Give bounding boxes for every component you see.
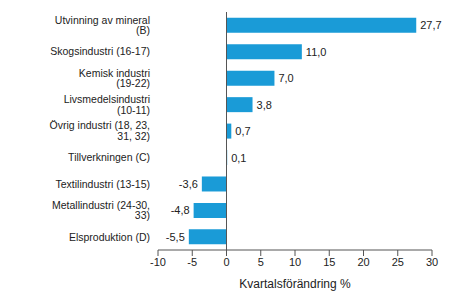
svg-text:-4,8: -4,8 (171, 204, 190, 216)
svg-text:10: 10 (289, 256, 301, 268)
svg-text:3,8: 3,8 (257, 99, 272, 111)
svg-text:-10: -10 (150, 256, 166, 268)
svg-text:Skogsindustri (16-17): Skogsindustri (16-17) (50, 45, 150, 57)
svg-text:Kvartalsförändring %: Kvartalsförändring % (239, 277, 351, 291)
svg-text:5: 5 (258, 256, 264, 268)
svg-text:Elsproduktion (D): Elsproduktion (D) (69, 231, 150, 243)
svg-text:Metallindustri (24-30,33): Metallindustri (24-30,33) (52, 199, 150, 222)
svg-text:Övrig industri (18, 23,31, 32): Övrig industri (18, 23,31, 32) (50, 119, 150, 141)
svg-text:0,7: 0,7 (235, 125, 250, 137)
svg-text:0: 0 (223, 256, 229, 268)
svg-text:30: 30 (426, 256, 438, 268)
svg-text:-3,6: -3,6 (179, 178, 198, 190)
svg-text:11,0: 11,0 (306, 46, 327, 58)
svg-text:-5: -5 (187, 256, 197, 268)
svg-text:Kemisk industri(19-22): Kemisk industri(19-22) (79, 67, 150, 90)
svg-text:Tillverkningen (C): Tillverkningen (C) (68, 151, 150, 163)
svg-text:-5,5: -5,5 (166, 231, 185, 243)
svg-text:Utvinning av mineral(B): Utvinning av mineral(B) (55, 14, 150, 37)
svg-text:7,0: 7,0 (278, 72, 293, 84)
svg-text:20: 20 (357, 256, 369, 268)
svg-text:Textilindustri (13-15): Textilindustri (13-15) (55, 178, 150, 190)
svg-text:Livsmedelsindustri(10-11): Livsmedelsindustri(10-11) (64, 93, 150, 116)
svg-text:15: 15 (323, 256, 335, 268)
svg-text:27,7: 27,7 (420, 19, 441, 31)
svg-text:25: 25 (392, 256, 404, 268)
svg-text:0,1: 0,1 (231, 152, 246, 164)
